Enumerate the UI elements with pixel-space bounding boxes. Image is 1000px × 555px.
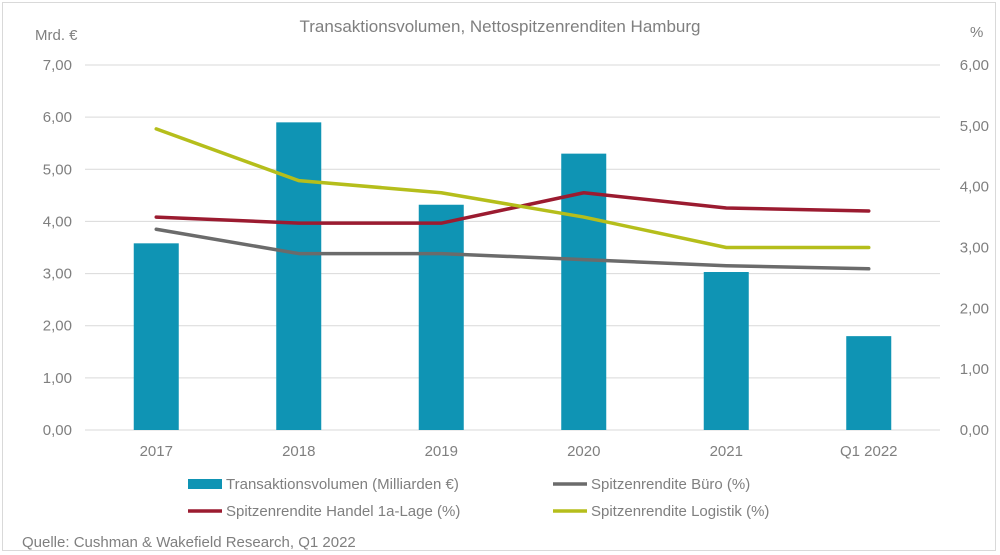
series-line (154, 227, 871, 271)
legend-item: Spitzenrendite Handel 1a-Lage (%) (188, 503, 460, 520)
left-axis-tick-label: 5,00 (43, 161, 72, 178)
right-axis-tick-label: 2,00 (960, 300, 989, 317)
left-axis-tick-label: 3,00 (43, 266, 72, 283)
right-axis-tick-label: 5,00 (960, 118, 989, 135)
left-axis-tick-label: 0,00 (43, 422, 72, 439)
left-axis-tick-label: 1,00 (43, 370, 72, 387)
chart-title: Transaktionsvolumen, Nettospitzenrendite… (300, 17, 701, 36)
bar (133, 243, 179, 430)
legend-item: Spitzenrendite Logistik (%) (553, 503, 769, 520)
bar (703, 272, 749, 430)
legend-item: Transaktionsvolumen (Milliarden €) (188, 476, 459, 493)
series-line (154, 191, 871, 225)
source-note: Quelle: Cushman & Wakefield Research, Q1… (22, 534, 356, 551)
x-axis-tick-label: Q1 2022 (840, 443, 898, 460)
legend-label: Spitzenrendite Logistik (%) (591, 503, 769, 520)
left-axis-tick-label: 6,00 (43, 109, 72, 126)
right-axis-unit: % (970, 24, 983, 41)
x-axis-tick-label: 2017 (140, 443, 173, 460)
right-axis-tick-label: 0,00 (960, 422, 989, 439)
left-axis-tick-label: 4,00 (43, 213, 72, 230)
x-axis-tick-label: 2021 (710, 443, 743, 460)
right-axis-tick-label: 1,00 (960, 361, 989, 378)
bar (846, 336, 892, 430)
right-axis-tick-label: 6,00 (960, 57, 989, 74)
left-axis-tick-label: 7,00 (43, 57, 72, 74)
legend-item: Spitzenrendite Büro (%) (553, 476, 750, 493)
legend-label: Spitzenrendite Handel 1a-Lage (%) (226, 503, 460, 520)
legend-label: Spitzenrendite Büro (%) (591, 476, 750, 493)
bar (561, 153, 607, 430)
x-axis-tick-label: 2020 (567, 443, 600, 460)
right-axis-tick-label: 4,00 (960, 179, 989, 196)
series-line (154, 127, 871, 250)
legend-label: Transaktionsvolumen (Milliarden €) (226, 476, 459, 493)
bar (418, 204, 464, 430)
x-axis-tick-label: 2019 (425, 443, 458, 460)
legend-swatch (188, 479, 222, 489)
bar (276, 122, 322, 430)
left-axis-tick-label: 2,00 (43, 318, 72, 335)
right-axis-tick-label: 3,00 (960, 240, 989, 257)
x-axis-tick-label: 2018 (282, 443, 315, 460)
left-axis-unit: Mrd. € (35, 27, 78, 44)
